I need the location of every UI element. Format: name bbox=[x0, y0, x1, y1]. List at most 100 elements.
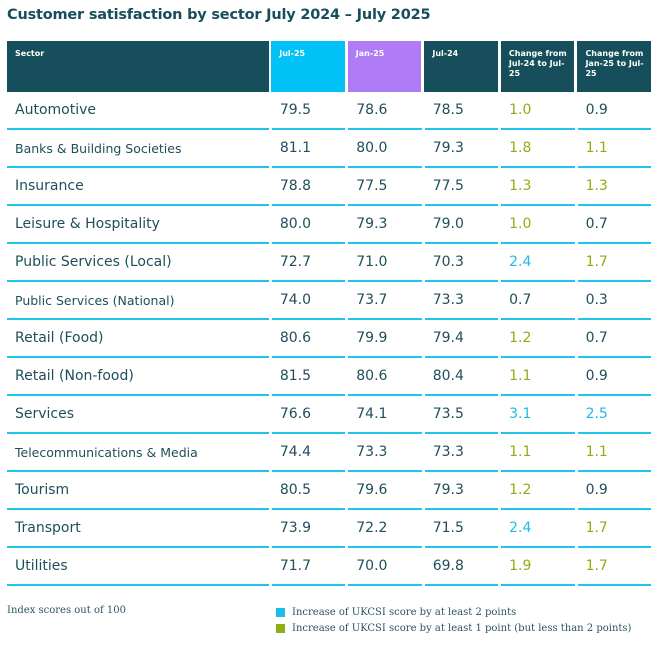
header-jul-24: Jul-24 bbox=[424, 41, 498, 92]
jan-25-cell: 80.6 bbox=[348, 358, 422, 396]
change-6m-cell: 0.9 bbox=[577, 358, 651, 396]
change-6m-cell: 0.7 bbox=[577, 320, 651, 358]
table-row: Public Services (National) 74.0 73.7 73.3 0.… bbox=[7, 282, 651, 320]
jul-25-cell: 72.7 bbox=[271, 244, 346, 282]
legend-item-1to2: Increase of UKCSI score by at least 1 po… bbox=[276, 620, 631, 636]
sector-cell: Retail (Non-food) bbox=[7, 358, 269, 396]
change-6m-cell: 2.5 bbox=[577, 396, 651, 434]
change-yoy-cell: 1.3 bbox=[501, 168, 575, 206]
sector-cell: Transport bbox=[7, 510, 269, 548]
table-row: Retail (Non-food) 81.5 80.6 80.4 1.1 0.9 bbox=[7, 358, 651, 396]
jul-25-cell: 80.6 bbox=[271, 320, 346, 358]
sector-cell: Services bbox=[7, 396, 269, 434]
jul-25-cell: 79.5 bbox=[271, 92, 346, 130]
jul-24-cell: 73.5 bbox=[424, 396, 499, 434]
change-6m-cell: 1.7 bbox=[577, 244, 651, 282]
change-yoy-cell: 1.2 bbox=[501, 320, 575, 358]
jul-24-cell: 73.3 bbox=[424, 434, 499, 472]
table-row: Services 76.6 74.1 73.5 3.1 2.5 bbox=[7, 396, 651, 434]
sector-cell: Telecommunications & Media bbox=[7, 434, 269, 472]
legend: Increase of UKCSI score by at least 2 po… bbox=[276, 604, 631, 636]
legend-label: Increase of UKCSI score by at least 2 po… bbox=[292, 606, 517, 618]
table-row: Leisure & Hospitality 80.0 79.3 79.0 1.0 0.7 bbox=[7, 206, 651, 244]
jul-24-cell: 79.0 bbox=[424, 206, 499, 244]
jul-25-cell: 80.0 bbox=[271, 206, 346, 244]
change-6m-cell: 1.7 bbox=[577, 510, 651, 548]
jan-25-cell: 80.0 bbox=[348, 130, 422, 168]
change-yoy-cell: 1.1 bbox=[501, 434, 575, 472]
table-row: Retail (Food) 80.6 79.9 79.4 1.2 0.7 bbox=[7, 320, 651, 358]
jan-25-cell: 77.5 bbox=[348, 168, 422, 206]
sector-cell: Utilities bbox=[7, 548, 269, 586]
jan-25-cell: 79.6 bbox=[348, 472, 422, 510]
jul-24-cell: 78.5 bbox=[424, 92, 499, 130]
jul-25-cell: 73.9 bbox=[271, 510, 346, 548]
change-6m-cell: 0.7 bbox=[577, 206, 651, 244]
header-change-yoy: Change from Jul-24 to Jul-25 bbox=[500, 41, 575, 92]
table-row: Telecommunications & Media 74.4 73.3 73.3 1.… bbox=[7, 434, 651, 472]
jan-25-cell: 72.2 bbox=[348, 510, 422, 548]
change-6m-cell: 0.9 bbox=[577, 472, 651, 510]
jan-25-cell: 73.3 bbox=[348, 434, 422, 472]
header-jan-25: Jan-25 bbox=[347, 41, 422, 92]
sector-cell: Automotive bbox=[7, 92, 269, 130]
sector-cell: Public Services (Local) bbox=[7, 244, 269, 282]
change-yoy-cell: 1.8 bbox=[501, 130, 575, 168]
header-sector: Sector bbox=[7, 41, 270, 92]
change-6m-cell: 1.7 bbox=[577, 548, 651, 586]
legend-item-2plus: Increase of UKCSI score by at least 2 po… bbox=[276, 604, 631, 620]
table-row: Transport 73.9 72.2 71.5 2.4 1.7 bbox=[7, 510, 651, 548]
jul-25-cell: 80.5 bbox=[271, 472, 346, 510]
change-yoy-cell: 3.1 bbox=[501, 396, 575, 434]
jul-25-cell: 78.8 bbox=[271, 168, 346, 206]
jul-24-cell: 79.4 bbox=[424, 320, 499, 358]
satisfaction-table: Sector Jul-25 Jan-25 Jul-24 Change from … bbox=[7, 41, 651, 586]
table-row: Insurance 78.8 77.5 77.5 1.3 1.3 bbox=[7, 168, 651, 206]
jan-25-cell: 74.1 bbox=[348, 396, 422, 434]
change-yoy-cell: 2.4 bbox=[501, 510, 575, 548]
jul-25-cell: 74.4 bbox=[271, 434, 346, 472]
change-6m-cell: 0.9 bbox=[577, 92, 651, 130]
change-6m-cell: 0.3 bbox=[577, 282, 651, 320]
legend-swatch-2plus bbox=[276, 607, 285, 617]
jul-24-cell: 69.8 bbox=[424, 548, 499, 586]
change-yoy-cell: 1.1 bbox=[501, 358, 575, 396]
change-yoy-cell: 1.0 bbox=[501, 206, 575, 244]
jul-24-cell: 79.3 bbox=[424, 472, 499, 510]
sector-cell: Tourism bbox=[7, 472, 269, 510]
sector-cell: Insurance bbox=[7, 168, 269, 206]
legend-swatch-1to2 bbox=[276, 623, 285, 633]
table-row: Automotive 79.5 78.6 78.5 1.0 0.9 bbox=[7, 92, 651, 130]
jul-24-cell: 73.3 bbox=[424, 282, 499, 320]
jan-25-cell: 78.6 bbox=[348, 92, 422, 130]
table-row: Tourism 80.5 79.6 79.3 1.2 0.9 bbox=[7, 472, 651, 510]
table-body: Automotive 79.5 78.6 78.5 1.0 0.9 Banks & Buil… bbox=[7, 92, 651, 586]
change-6m-cell: 1.3 bbox=[577, 168, 651, 206]
jan-25-cell: 70.0 bbox=[348, 548, 422, 586]
sector-cell: Banks & Building Societies bbox=[7, 130, 269, 168]
jan-25-cell: 71.0 bbox=[348, 244, 422, 282]
change-6m-cell: 1.1 bbox=[577, 434, 651, 472]
jul-25-cell: 71.7 bbox=[271, 548, 346, 586]
table-row: Banks & Building Societies 81.1 80.0 79.3 1.… bbox=[7, 130, 651, 168]
jul-25-cell: 81.5 bbox=[271, 358, 346, 396]
footnote: Index scores out of 100 bbox=[7, 605, 126, 616]
sector-cell: Public Services (National) bbox=[7, 282, 269, 320]
jul-25-cell: 81.1 bbox=[271, 130, 346, 168]
sector-cell: Leisure & Hospitality bbox=[7, 206, 269, 244]
jul-24-cell: 71.5 bbox=[424, 510, 499, 548]
change-yoy-cell: 0.7 bbox=[501, 282, 575, 320]
header-change-6m: Change from Jan-25 to Jul-25 bbox=[577, 41, 651, 92]
change-yoy-cell: 1.2 bbox=[501, 472, 575, 510]
jul-24-cell: 77.5 bbox=[424, 168, 499, 206]
change-6m-cell: 1.1 bbox=[577, 130, 651, 168]
table-row: Utilities 71.7 70.0 69.8 1.9 1.7 bbox=[7, 548, 651, 586]
jan-25-cell: 79.3 bbox=[348, 206, 422, 244]
page-title: Customer satisfaction by sector July 202… bbox=[7, 7, 431, 23]
change-yoy-cell: 1.0 bbox=[501, 92, 575, 130]
jul-25-cell: 74.0 bbox=[271, 282, 346, 320]
change-yoy-cell: 1.9 bbox=[501, 548, 575, 586]
jul-24-cell: 79.3 bbox=[424, 130, 499, 168]
jan-25-cell: 73.7 bbox=[348, 282, 422, 320]
table-row: Public Services (Local) 72.7 71.0 70.3 2.4 1.… bbox=[7, 244, 651, 282]
